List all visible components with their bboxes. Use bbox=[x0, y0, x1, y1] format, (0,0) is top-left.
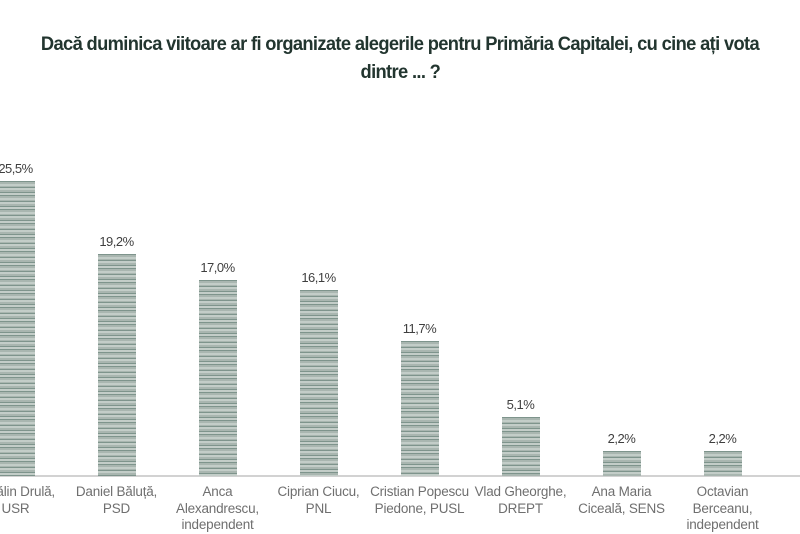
bar-value-label: 19,2% bbox=[99, 234, 134, 249]
chart-title-line1-row: Dacă duminica viitoare ar fi organizate … bbox=[0, 30, 800, 58]
chart-title-line2-row: dintre ... ? bbox=[0, 58, 800, 86]
bar-category-label: Anca Alexandrescu, independent bbox=[176, 484, 259, 532]
bar bbox=[703, 451, 742, 476]
bar bbox=[299, 290, 338, 476]
bar-value-label: 16,1% bbox=[301, 270, 336, 285]
bar-value-label: 5,1% bbox=[506, 397, 535, 412]
bar bbox=[198, 280, 237, 476]
bar-category-label: Daniel Băluță, PSD bbox=[75, 484, 158, 516]
bar bbox=[400, 341, 439, 476]
bar-value-label: 11,7% bbox=[402, 321, 437, 336]
bar-value-label: 17,0% bbox=[200, 260, 235, 275]
bar-value-label: 2,2% bbox=[708, 431, 737, 446]
bar bbox=[501, 417, 540, 476]
chart-title: Dacă duminica viitoare ar fi organizate … bbox=[0, 30, 800, 86]
bar-category-label: Ciprian Ciucu, PNL bbox=[277, 484, 360, 516]
bar-value-label: 2,2% bbox=[607, 431, 636, 446]
bar bbox=[97, 254, 136, 476]
bar bbox=[602, 451, 641, 476]
bar-category-label: Cătălin Drulă, USR bbox=[0, 484, 55, 516]
bar-category-label: Vlad Gheorghe, DREPT bbox=[474, 484, 567, 516]
chart-title-line2: dintre ... ? bbox=[360, 61, 440, 83]
bar-category-label: Ana Maria Ciceală, SENS bbox=[578, 484, 665, 516]
bar-value-label: 25,5% bbox=[0, 161, 33, 176]
bar-category-label: Cristian Popescu Piedone, PUSL bbox=[370, 484, 469, 516]
bar bbox=[0, 181, 35, 476]
chart-title-line1: Dacă duminica viitoare ar fi organizate … bbox=[40, 33, 760, 55]
x-axis-line bbox=[0, 475, 800, 477]
bar-category-label: Octavian Berceanu, independent bbox=[686, 484, 759, 532]
